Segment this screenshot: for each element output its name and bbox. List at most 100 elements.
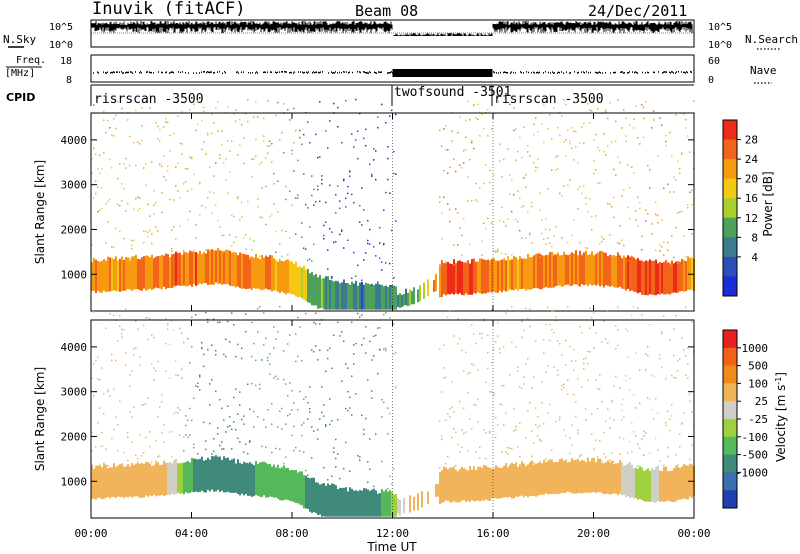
heatmap-speckle [587, 362, 589, 365]
heatmap-speckle [325, 130, 327, 132]
heatmap-speckle [469, 470, 471, 472]
heatmap-speckle [541, 381, 543, 383]
heatmap-speckle [441, 145, 443, 147]
heatmap-speckle [131, 244, 133, 247]
heatmap-cell [343, 487, 345, 517]
heatmap-speckle [351, 133, 353, 135]
heatmap-speckle [327, 268, 329, 270]
heatmap-speckle [121, 183, 123, 185]
heatmap-speckle [147, 397, 149, 400]
heatmap-speckle [203, 421, 205, 424]
heatmap-speckle [339, 335, 341, 337]
nsearch-label: N.Search [745, 33, 798, 46]
heatmap-speckle [465, 148, 467, 151]
heatmap-cell [647, 468, 649, 502]
freq-point [528, 71, 529, 74]
heatmap-speckle [363, 433, 365, 435]
heatmap-speckle [521, 336, 523, 339]
heatmap-cell [481, 467, 483, 501]
heatmap-speckle [591, 413, 593, 415]
heatmap-speckle [567, 241, 569, 244]
heatmap-speckle [589, 307, 591, 310]
y-tick-label: 2000 [61, 430, 88, 443]
heatmap-speckle [635, 210, 637, 212]
heatmap-speckle [573, 159, 575, 161]
heatmap-speckle [193, 103, 195, 106]
heatmap-speckle [487, 217, 489, 220]
heatmap-speckle [361, 279, 363, 282]
heatmap-cell [111, 467, 113, 498]
heatmap-speckle [387, 488, 389, 490]
heatmap-speckle [183, 250, 185, 252]
heatmap-speckle [371, 397, 373, 399]
heatmap-cell [517, 259, 519, 291]
heatmap-speckle [573, 219, 575, 221]
colorbar-segment [723, 419, 737, 438]
heatmap-cell [597, 458, 599, 493]
colorbar-tick-label: 4 [751, 251, 758, 264]
heatmap-cell [313, 477, 315, 513]
nsky-tick-bottom: 10^0 [49, 40, 73, 51]
heatmap-speckle [553, 309, 555, 312]
heatmap-speckle [383, 348, 385, 351]
heatmap-speckle [311, 426, 313, 428]
colorbar-segment [723, 256, 737, 277]
heatmap-speckle [263, 312, 265, 314]
heatmap-cell [361, 281, 363, 310]
heatmap-speckle [677, 464, 679, 466]
heatmap-cell [553, 254, 555, 288]
heatmap-cell [159, 464, 161, 496]
freq-point [298, 71, 299, 73]
heatmap-speckle [357, 157, 359, 160]
heatmap-speckle [181, 368, 183, 370]
heatmap-speckle [391, 439, 393, 441]
heatmap-speckle [647, 397, 649, 399]
heatmap-speckle [595, 439, 597, 441]
heatmap-speckle [165, 342, 167, 345]
heatmap-speckle [171, 250, 173, 252]
heatmap-speckle [219, 321, 221, 323]
heatmap-cell [187, 460, 189, 494]
heatmap-speckle [233, 113, 235, 115]
heatmap-speckle [387, 432, 389, 435]
heatmap-cell [455, 470, 457, 503]
heatmap-speckle [593, 448, 595, 451]
heatmap-speckle [107, 200, 109, 203]
heatmap-speckle [679, 433, 681, 436]
heatmap-speckle [131, 441, 133, 443]
heatmap-speckle [333, 447, 335, 449]
heatmap-speckle [353, 146, 355, 148]
heatmap-speckle [359, 456, 361, 458]
freq-point [503, 71, 504, 74]
heatmap-speckle [147, 203, 149, 206]
freq-point [672, 71, 673, 73]
heatmap-cell [365, 282, 367, 310]
heatmap-speckle [283, 378, 285, 381]
heatmap-speckle [199, 376, 201, 378]
heatmap-speckle [549, 228, 551, 231]
heatmap-speckle [295, 233, 297, 235]
heatmap-speckle [377, 281, 379, 284]
heatmap-speckle [537, 435, 539, 437]
freq-point [113, 71, 114, 73]
heatmap-speckle [281, 428, 283, 430]
heatmap-speckle [607, 342, 609, 344]
heatmap-speckle [213, 192, 215, 194]
heatmap-speckle [477, 200, 479, 203]
freq-point [683, 71, 684, 74]
heatmap-speckle [457, 342, 459, 345]
heatmap-speckle [577, 162, 579, 164]
heatmap-speckle [447, 316, 449, 319]
heatmap-speckle [445, 261, 447, 263]
colorbar-tick-label: -100 [742, 431, 769, 444]
heatmap-speckle [289, 334, 291, 336]
heatmap-speckle [453, 428, 455, 430]
heatmap-speckle [449, 416, 451, 418]
heatmap-cell [463, 262, 465, 296]
colorbar-segment [723, 436, 737, 456]
heatmap-cell [473, 466, 475, 502]
heatmap-speckle [551, 245, 553, 248]
freq-point [214, 71, 215, 74]
heatmap-speckle [297, 194, 299, 196]
heatmap-speckle [613, 385, 615, 387]
